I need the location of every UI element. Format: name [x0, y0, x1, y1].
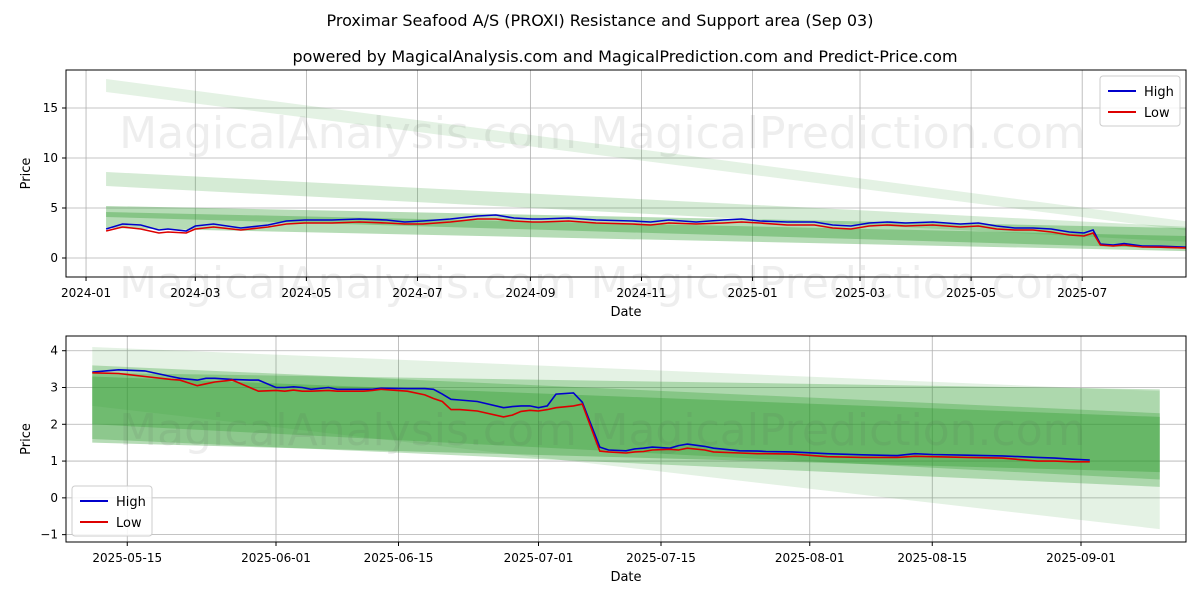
legend-label-high: High — [116, 495, 146, 510]
band-group — [92, 347, 1160, 530]
x-tick-label: 2025-01 — [727, 286, 777, 300]
y-tick-label: 5 — [50, 201, 58, 215]
legend-box — [71, 485, 153, 537]
support-resistance-band — [106, 206, 1186, 249]
x-tick-label: 2025-05-15 — [92, 551, 162, 565]
x-tick-label: 2024-03 — [170, 286, 220, 300]
legend: High Low — [71, 485, 153, 537]
series-line-high — [105, 214, 1186, 249]
axes-frame — [65, 335, 1187, 543]
chart-subtitle: powered by MagicalAnalysis.com and Magic… — [292, 47, 957, 66]
y-tick-label: 1 — [50, 454, 58, 468]
top-chart-panel: MagicalAnalysis.com MagicalPrediction.com… — [19, 69, 1187, 320]
x-tick-label: 2025-06-15 — [364, 551, 434, 565]
legend-box — [1099, 75, 1181, 127]
x-axis-label: Date — [610, 305, 641, 320]
series-line-low — [105, 218, 1186, 249]
x-tick-label: 2024-07 — [392, 286, 442, 300]
legend-label-low: Low — [116, 516, 142, 531]
legend-label-low: Low — [1144, 106, 1170, 121]
watermark-text-left: MagicalAnalysis.com — [119, 405, 577, 456]
y-tick-label: 0 — [50, 251, 58, 265]
x-tick-label: 2024-11 — [616, 286, 666, 300]
x-axis-label: Date — [610, 570, 641, 585]
watermark-text-right: MagicalPrediction.com — [591, 108, 1086, 159]
x-tick-label: 2025-08-01 — [775, 551, 845, 565]
y-tick-label: 4 — [50, 344, 58, 358]
y-tick-label: 10 — [43, 151, 58, 165]
x-tick-label: 2025-07-01 — [504, 551, 574, 565]
support-resistance-band — [106, 172, 1186, 242]
y-tick-label: 0 — [50, 491, 58, 505]
x-tick-label: 2025-08-15 — [897, 551, 967, 565]
band-group — [106, 79, 1186, 252]
x-tick-label: 2025-05 — [946, 286, 996, 300]
support-resistance-band — [92, 376, 1160, 473]
support-resistance-band — [106, 212, 1186, 252]
x-tick-label: 2024-05 — [281, 286, 331, 300]
x-tick-label: 2024-09 — [505, 286, 555, 300]
series-line-high — [92, 368, 1090, 461]
axes-frame — [65, 69, 1187, 278]
x-tick-label: 2025-09-01 — [1046, 551, 1116, 565]
y-axis-label: Price — [19, 158, 34, 190]
x-tick-label: 2025-07 — [1057, 286, 1107, 300]
legend-label-high: High — [1144, 85, 1174, 100]
y-tick-label: 15 — [43, 101, 58, 115]
watermark-text-right: MagicalPrediction.com — [591, 258, 1086, 309]
series-line-low — [92, 372, 1090, 463]
support-resistance-band — [92, 347, 1160, 530]
support-resistance-band — [92, 372, 1160, 480]
watermark-text-left: MagicalAnalysis.com — [119, 258, 577, 309]
x-tick-label: 2025-06-01 — [241, 551, 311, 565]
bottom-chart-panel: MagicalAnalysis.com MagicalPrediction.com… — [19, 335, 1187, 585]
x-tick-label: 2024-01 — [61, 286, 111, 300]
legend: High Low — [1099, 75, 1181, 127]
x-tick-label: 2025-07-15 — [626, 551, 696, 565]
y-tick-label: −1 — [40, 528, 58, 542]
support-resistance-band — [92, 365, 1160, 487]
x-tick-label: 2025-03 — [835, 286, 885, 300]
support-resistance-band — [106, 79, 1186, 231]
chart-title: Proximar Seafood A/S (PROXI) Resistance … — [327, 11, 874, 30]
watermark-text-left: MagicalAnalysis.com — [119, 108, 577, 159]
y-tick-label: 3 — [50, 381, 58, 395]
y-axis-label: Price — [19, 423, 34, 455]
y-tick-label: 2 — [50, 417, 58, 431]
